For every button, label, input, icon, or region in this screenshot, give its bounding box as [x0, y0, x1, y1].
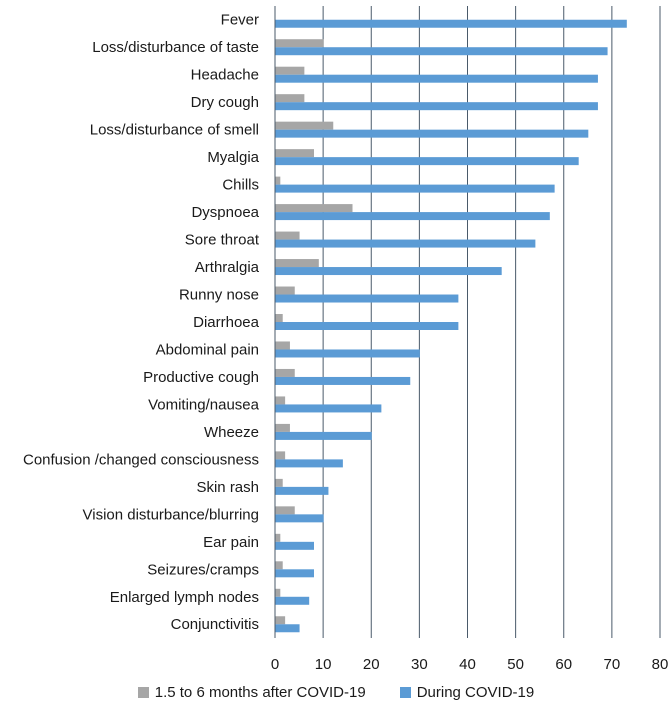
- bar-after-19: [275, 533, 281, 542]
- x-tick-label: 70: [604, 656, 621, 673]
- bar-during-3: [275, 102, 598, 111]
- bar-during-1: [275, 47, 608, 56]
- x-tick-labels: 0 10 20 30 40 50 60 70 80: [271, 656, 669, 673]
- legend-swatch-after: [137, 686, 149, 698]
- bar-during-9: [275, 267, 502, 276]
- x-tick-label: 60: [555, 656, 572, 673]
- x-tick-label: 40: [459, 656, 476, 673]
- bar-during-21: [275, 596, 310, 605]
- category-label: Vision disturbance/blurring: [83, 506, 260, 523]
- legend-swatch-during: [399, 686, 411, 698]
- bar-chart-svg: Fever Loss/disturbance of taste Headache Dr…: [23, 6, 669, 673]
- category-label: Runny nose: [179, 286, 259, 303]
- category-label: Sore throat: [185, 232, 260, 249]
- bar-after-7: [275, 204, 353, 213]
- bar-during-18: [275, 514, 324, 523]
- category-label: Diarrhoea: [193, 314, 260, 331]
- category-label: Productive cough: [143, 369, 259, 386]
- bar-during-5: [275, 157, 579, 166]
- category-label: Confusion /changed consciousness: [23, 451, 259, 468]
- x-tick-label: 80: [652, 656, 669, 673]
- bar-after-18: [275, 506, 295, 515]
- bar-during-20: [275, 569, 314, 578]
- category-label: Wheeze: [204, 424, 259, 441]
- x-tick-label: 0: [271, 656, 279, 673]
- bar-after-5: [275, 149, 314, 158]
- bar-after-22: [275, 616, 286, 625]
- bar-after-1: [275, 39, 324, 48]
- x-tick-label: 50: [507, 656, 524, 673]
- bar-after-12: [275, 341, 290, 350]
- bars: [275, 19, 627, 633]
- category-label: Skin rash: [196, 479, 259, 496]
- bar-during-17: [275, 486, 329, 495]
- category-label: Loss/disturbance of taste: [92, 39, 259, 56]
- bar-during-8: [275, 239, 536, 248]
- bar-during-10: [275, 294, 459, 303]
- category-label: Abdominal pain: [156, 341, 259, 358]
- bar-after-10: [275, 286, 295, 295]
- bar-during-4: [275, 129, 589, 138]
- category-label: Loss/disturbance of smell: [90, 122, 259, 139]
- bar-after-2: [275, 66, 305, 75]
- category-label: Seizures/cramps: [147, 561, 259, 578]
- x-tick-label: 20: [363, 656, 380, 673]
- bar-during-13: [275, 376, 411, 385]
- bar-during-11: [275, 322, 459, 330]
- category-label: Arthralgia: [195, 259, 260, 276]
- bar-during-12: [275, 349, 420, 358]
- bar-after-3: [275, 94, 305, 103]
- bar-during-22: [275, 624, 300, 633]
- legend-label-during: During COVID-19: [416, 683, 535, 701]
- bar-during-19: [275, 541, 314, 550]
- bar-after-14: [275, 396, 286, 405]
- category-label: Enlarged lymph nodes: [110, 589, 259, 606]
- category-label: Chills: [222, 177, 259, 194]
- bar-after-17: [275, 478, 283, 487]
- bar-during-15: [275, 431, 372, 440]
- x-tick-label: 30: [411, 656, 428, 673]
- legend-label-after: 1.5 to 6 months after COVID-19: [154, 683, 366, 701]
- bar-after-4: [275, 121, 334, 130]
- category-label: Myalgia: [207, 149, 259, 166]
- category-labels: Fever Loss/disturbance of taste Headache Dr…: [23, 12, 260, 634]
- legend-item-after: 1.5 to 6 months after COVID-19: [137, 683, 366, 701]
- category-label: Fever: [221, 12, 259, 29]
- bar-during-6: [275, 184, 555, 193]
- category-label: Vomiting/nausea: [148, 396, 260, 413]
- bar-during-7: [275, 212, 550, 221]
- bar-during-0: [275, 19, 627, 28]
- bar-after-20: [275, 561, 283, 570]
- legend: 1.5 to 6 months after COVID-19 During CO…: [0, 681, 672, 703]
- bar-after-6: [275, 176, 281, 185]
- bar-during-2: [275, 74, 598, 83]
- category-label: Conjunctivitis: [171, 616, 259, 633]
- bar-after-21: [275, 588, 281, 597]
- category-label: Dry cough: [191, 94, 259, 111]
- bar-during-16: [275, 459, 343, 468]
- bar-after-8: [275, 231, 300, 240]
- bar-during-14: [275, 404, 382, 413]
- bar-after-9: [275, 259, 319, 268]
- bar-after-16: [275, 451, 286, 460]
- legend-item-during: During COVID-19: [399, 683, 535, 701]
- category-label: Ear pain: [203, 534, 259, 551]
- bar-after-13: [275, 368, 295, 377]
- bar-after-11: [275, 314, 283, 322]
- category-label: Headache: [191, 67, 259, 84]
- bar-after-15: [275, 423, 290, 432]
- category-label: Dyspnoea: [191, 204, 259, 221]
- x-tick-label: 10: [315, 656, 332, 673]
